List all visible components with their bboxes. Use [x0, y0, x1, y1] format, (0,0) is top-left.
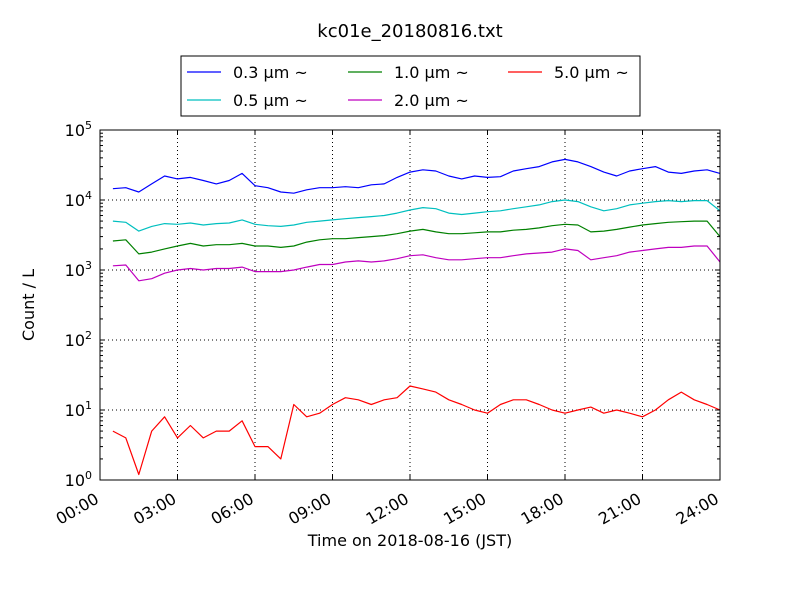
series-line — [112, 158, 721, 194]
legend-box — [180, 55, 641, 117]
x-axis-label: Time on 2018-08-16 (JST) — [307, 531, 512, 550]
legend-label: 2.0 μm ~ — [394, 91, 469, 110]
y-tick-label: 105 — [65, 119, 92, 140]
legend-label: 5.0 μm ~ — [554, 63, 629, 82]
legend-label: 0.5 μm ~ — [233, 91, 308, 110]
legend-label: 0.3 μm ~ — [233, 63, 308, 82]
legend-label: 1.0 μm ~ — [394, 63, 469, 82]
legend-items: 0.3 μm ~ 0.5 μm ~ 1.0 μm ~ 2.0 μm ~ 5.0 μm ~ — [187, 63, 629, 110]
series-line — [112, 220, 721, 255]
series-lines — [112, 158, 721, 476]
series-line — [112, 199, 721, 232]
y-tick-label: 102 — [65, 329, 92, 350]
y-tick-labels: 100 101 102 103 104 105 — [65, 119, 92, 490]
chart-title: kc01e_20180816.txt — [317, 21, 502, 42]
plot-frame — [99, 129, 721, 481]
y-tick-label: 101 — [65, 399, 92, 420]
legend: 0.3 μm ~ 0.5 μm ~ 1.0 μm ~ 2.0 μm ~ 5.0 μm ~ — [180, 55, 641, 117]
y-tick-label: 103 — [65, 259, 92, 280]
y-tick-label: 100 — [65, 469, 92, 490]
series-line — [112, 245, 721, 282]
y-tick-label: 104 — [65, 189, 92, 210]
series-line — [112, 385, 721, 476]
y-axis-label: Count / L — [19, 269, 38, 341]
